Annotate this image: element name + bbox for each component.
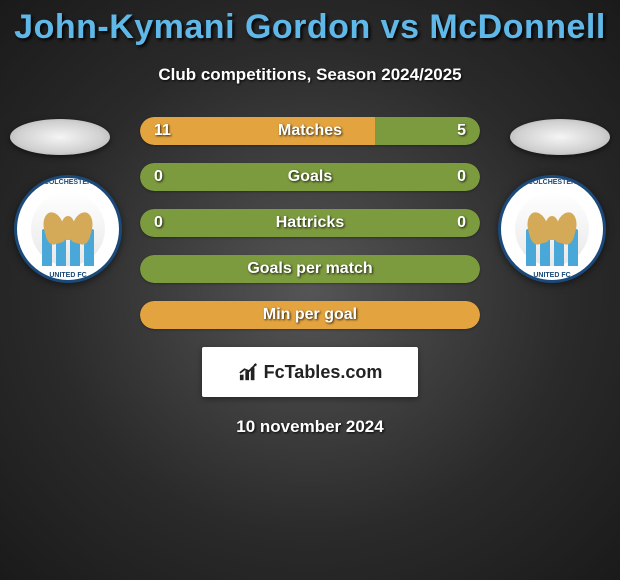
- player-b-club-badge: COLCHESTER UNITED FC: [498, 175, 606, 283]
- stat-row: Matches115: [140, 117, 480, 145]
- chart-icon: [238, 362, 260, 382]
- comparison-area: COLCHESTER UNITED FC COLCHESTER: [0, 117, 620, 437]
- club-name-bot: UNITED FC: [17, 272, 119, 279]
- player-a-club-badge: COLCHESTER UNITED FC: [14, 175, 122, 283]
- eagle-icon: [528, 208, 576, 248]
- page-title: John-Kymani Gordon vs McDonnell: [0, 0, 620, 47]
- player-b-avatar-placeholder: [510, 119, 610, 155]
- club-name-top: COLCHESTER: [17, 179, 119, 186]
- watermark: FcTables.com: [202, 347, 418, 397]
- subtitle: Club competitions, Season 2024/2025: [0, 65, 620, 85]
- stat-bars: Matches115 Goals00 Hattricks00 Goals per ma…: [140, 117, 480, 329]
- stat-row: Hattricks00: [140, 209, 480, 237]
- date-label: 10 november 2024: [0, 417, 620, 437]
- stat-row: Goals per match: [140, 255, 480, 283]
- stat-row: Min per goal: [140, 301, 480, 329]
- watermark-text: FcTables.com: [264, 362, 383, 383]
- player-a-avatar-placeholder: [10, 119, 110, 155]
- eagle-icon: [44, 208, 92, 248]
- stat-row: Goals00: [140, 163, 480, 191]
